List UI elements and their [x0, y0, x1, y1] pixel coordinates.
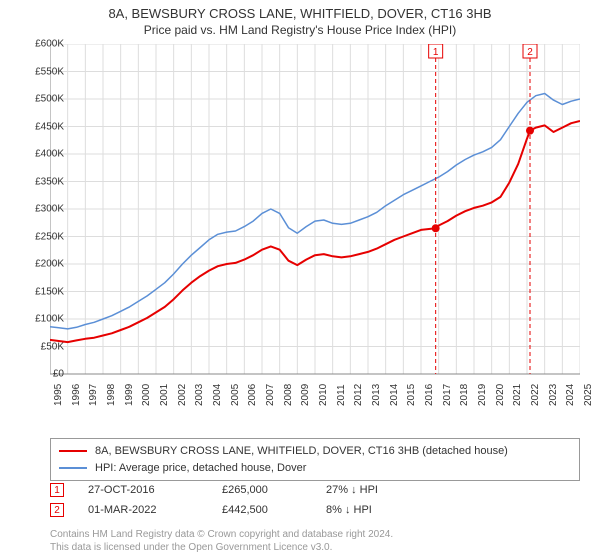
- legend-label: 8A, BEWSBURY CROSS LANE, WHITFIELD, DOVE…: [95, 443, 508, 460]
- x-tick-label: 2006: [247, 384, 258, 406]
- sale-price: £442,500: [222, 504, 302, 516]
- sale-price: £265,000: [222, 484, 302, 496]
- y-tick-label: £550K: [35, 66, 64, 77]
- chart-svg: 12: [50, 44, 580, 404]
- x-tick-label: 2011: [336, 384, 347, 406]
- y-tick-label: £50K: [41, 341, 64, 352]
- y-tick-label: £250K: [35, 231, 64, 242]
- x-tick-label: 2020: [495, 384, 506, 406]
- legend-item: HPI: Average price, detached house, Dove…: [59, 460, 571, 477]
- x-tick-label: 2025: [583, 384, 594, 406]
- x-tick-label: 2022: [530, 384, 541, 406]
- x-tick-label: 2014: [389, 384, 400, 406]
- y-tick-label: £0: [53, 369, 64, 380]
- legend-item: 8A, BEWSBURY CROSS LANE, WHITFIELD, DOVE…: [59, 443, 571, 460]
- x-tick-label: 2000: [141, 384, 152, 406]
- sale-row: 2 01-MAR-2022 £442,500 8% ↓ HPI: [50, 500, 580, 520]
- y-tick-label: £400K: [35, 149, 64, 160]
- y-tick-label: £500K: [35, 94, 64, 105]
- y-tick-label: £300K: [35, 204, 64, 215]
- chart-plot-area: 12: [50, 44, 580, 404]
- legend-label: HPI: Average price, detached house, Dove…: [95, 460, 306, 477]
- legend: 8A, BEWSBURY CROSS LANE, WHITFIELD, DOVE…: [50, 438, 580, 481]
- footnote: Contains HM Land Registry data © Crown c…: [50, 528, 580, 554]
- x-tick-label: 2018: [459, 384, 470, 406]
- sale-marker: 1: [50, 483, 64, 497]
- legend-swatch: [59, 467, 87, 469]
- chart-subtitle: Price paid vs. HM Land Registry's House …: [0, 21, 600, 41]
- x-tick-label: 2010: [318, 384, 329, 406]
- x-tick-label: 1999: [124, 384, 135, 406]
- sales-list: 1 27-OCT-2016 £265,000 27% ↓ HPI 2 01-MA…: [50, 480, 580, 520]
- x-tick-label: 2016: [424, 384, 435, 406]
- y-tick-label: £150K: [35, 286, 64, 297]
- footnote-line: This data is licensed under the Open Gov…: [50, 541, 580, 554]
- x-tick-label: 2023: [548, 384, 559, 406]
- sale-date: 01-MAR-2022: [88, 504, 198, 516]
- y-tick-label: £350K: [35, 176, 64, 187]
- x-tick-label: 1995: [53, 384, 64, 406]
- x-tick-label: 1996: [71, 384, 82, 406]
- x-tick-label: 1998: [106, 384, 117, 406]
- x-tick-label: 2019: [477, 384, 488, 406]
- x-tick-label: 2004: [212, 384, 223, 406]
- sale-marker: 2: [50, 503, 64, 517]
- sale-delta: 27% ↓ HPI: [326, 484, 426, 496]
- legend-swatch: [59, 450, 87, 452]
- y-tick-label: £100K: [35, 314, 64, 325]
- y-tick-label: £450K: [35, 121, 64, 132]
- sale-delta: 8% ↓ HPI: [326, 504, 426, 516]
- svg-text:1: 1: [433, 47, 439, 58]
- svg-text:2: 2: [527, 47, 533, 58]
- x-tick-label: 2003: [194, 384, 205, 406]
- x-tick-label: 2009: [300, 384, 311, 406]
- x-tick-label: 2001: [159, 384, 170, 406]
- x-tick-label: 2002: [177, 384, 188, 406]
- chart-container: 8A, BEWSBURY CROSS LANE, WHITFIELD, DOVE…: [0, 0, 600, 560]
- x-tick-label: 2008: [283, 384, 294, 406]
- y-tick-label: £600K: [35, 39, 64, 50]
- x-tick-label: 2024: [565, 384, 576, 406]
- x-tick-label: 2012: [353, 384, 364, 406]
- x-tick-label: 1997: [88, 384, 99, 406]
- x-tick-label: 2005: [230, 384, 241, 406]
- x-tick-label: 2007: [265, 384, 276, 406]
- sale-row: 1 27-OCT-2016 £265,000 27% ↓ HPI: [50, 480, 580, 500]
- footnote-line: Contains HM Land Registry data © Crown c…: [50, 528, 580, 541]
- x-tick-label: 2017: [442, 384, 453, 406]
- chart-title: 8A, BEWSBURY CROSS LANE, WHITFIELD, DOVE…: [0, 0, 600, 21]
- sale-date: 27-OCT-2016: [88, 484, 198, 496]
- y-tick-label: £200K: [35, 259, 64, 270]
- x-tick-label: 2015: [406, 384, 417, 406]
- x-tick-label: 2013: [371, 384, 382, 406]
- x-tick-label: 2021: [512, 384, 523, 406]
